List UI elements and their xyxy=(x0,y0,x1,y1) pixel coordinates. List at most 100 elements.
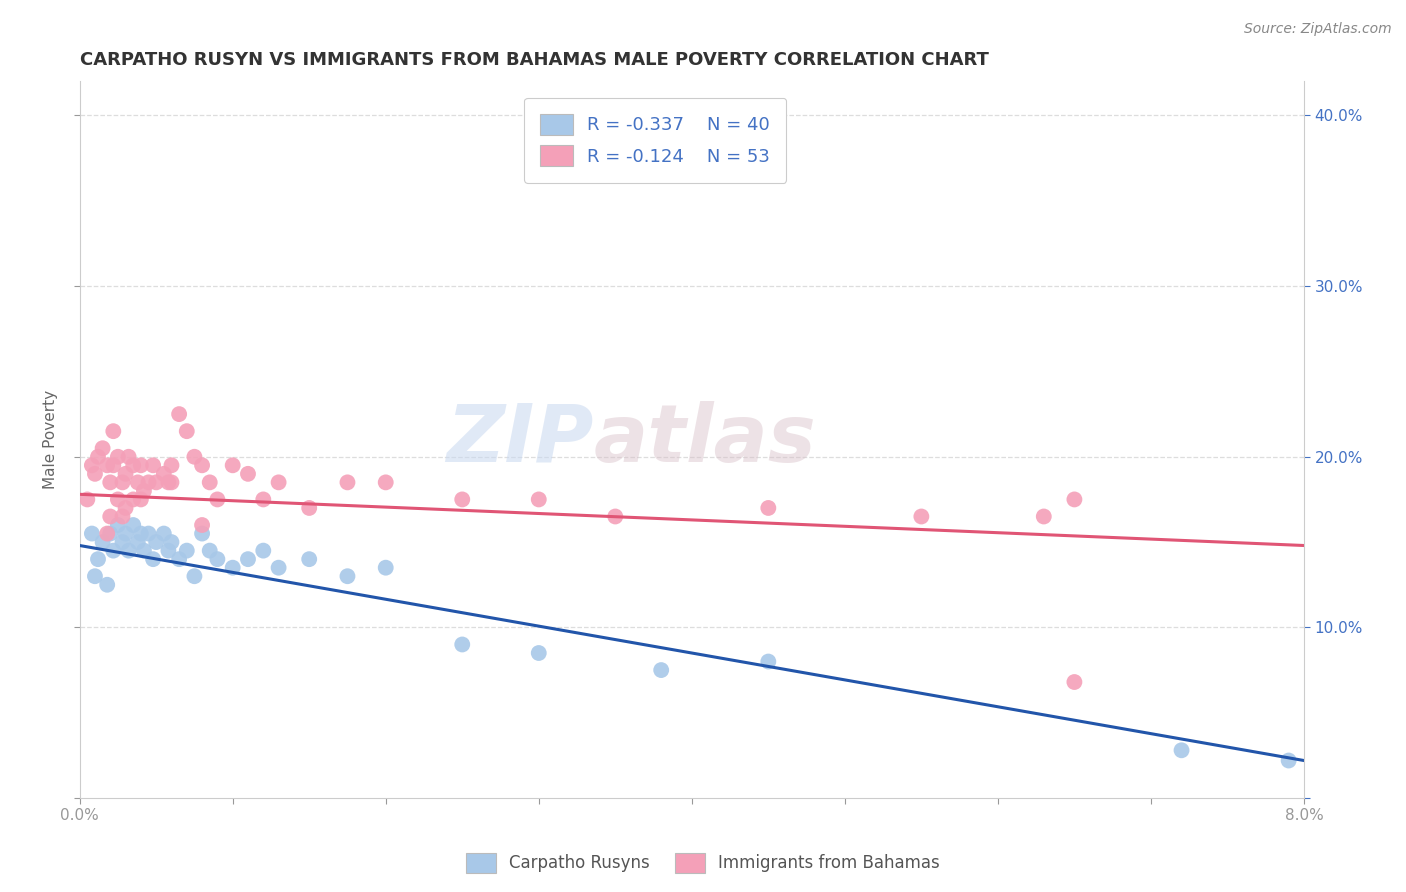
Point xyxy=(167,407,190,421)
Point xyxy=(138,475,160,490)
Point xyxy=(1278,754,1301,768)
Point xyxy=(142,552,165,566)
Point xyxy=(84,467,107,481)
Text: ZIP: ZIP xyxy=(447,401,593,479)
Point xyxy=(336,569,359,583)
Point xyxy=(98,526,121,541)
Point xyxy=(650,663,672,677)
Text: Source: ZipAtlas.com: Source: ZipAtlas.com xyxy=(1244,22,1392,37)
Point xyxy=(111,535,134,549)
Point xyxy=(157,543,180,558)
Point xyxy=(98,509,121,524)
Point xyxy=(103,458,125,473)
Point xyxy=(298,552,321,566)
Legend: R = -0.337    N = 40, R = -0.124    N = 53: R = -0.337 N = 40, R = -0.124 N = 53 xyxy=(524,97,786,183)
Point xyxy=(111,509,134,524)
Point xyxy=(1032,509,1054,524)
Point xyxy=(160,458,183,473)
Point xyxy=(114,500,136,515)
Point xyxy=(207,552,229,566)
Y-axis label: Male Poverty: Male Poverty xyxy=(44,390,58,490)
Point xyxy=(76,492,98,507)
Point xyxy=(191,526,214,541)
Point xyxy=(252,492,274,507)
Text: atlas: atlas xyxy=(593,401,817,479)
Point xyxy=(157,475,180,490)
Point xyxy=(336,475,359,490)
Point xyxy=(374,475,396,490)
Point xyxy=(122,492,145,507)
Point xyxy=(114,526,136,541)
Point xyxy=(80,526,103,541)
Point xyxy=(236,552,259,566)
Point xyxy=(527,492,550,507)
Point xyxy=(183,450,205,464)
Point xyxy=(80,458,103,473)
Point xyxy=(138,526,160,541)
Point xyxy=(605,509,627,524)
Point xyxy=(132,483,155,498)
Point xyxy=(1170,743,1192,757)
Point xyxy=(167,552,190,566)
Point xyxy=(183,569,205,583)
Point xyxy=(91,442,114,456)
Point xyxy=(145,475,167,490)
Point xyxy=(153,526,176,541)
Point xyxy=(103,424,125,438)
Point xyxy=(198,543,221,558)
Point xyxy=(1063,492,1085,507)
Point xyxy=(198,475,221,490)
Point xyxy=(122,518,145,533)
Point xyxy=(114,467,136,481)
Point xyxy=(98,475,121,490)
Point xyxy=(127,475,149,490)
Point xyxy=(756,655,779,669)
Point xyxy=(107,518,129,533)
Point xyxy=(96,578,118,592)
Legend: Carpatho Rusyns, Immigrants from Bahamas: Carpatho Rusyns, Immigrants from Bahamas xyxy=(460,847,946,880)
Point xyxy=(96,526,118,541)
Point xyxy=(129,492,152,507)
Point xyxy=(91,535,114,549)
Point xyxy=(87,450,110,464)
Point xyxy=(451,638,474,652)
Point xyxy=(1063,675,1085,690)
Point xyxy=(191,518,214,533)
Point xyxy=(142,458,165,473)
Point xyxy=(96,458,118,473)
Point xyxy=(267,475,290,490)
Point xyxy=(267,560,290,574)
Point xyxy=(117,450,139,464)
Point xyxy=(298,500,321,515)
Point xyxy=(176,424,198,438)
Point xyxy=(132,543,155,558)
Point xyxy=(221,560,243,574)
Point xyxy=(160,475,183,490)
Point xyxy=(145,535,167,549)
Point xyxy=(910,509,932,524)
Point xyxy=(107,450,129,464)
Point xyxy=(122,458,145,473)
Point xyxy=(756,500,779,515)
Point xyxy=(236,467,259,481)
Point xyxy=(129,526,152,541)
Point xyxy=(252,543,274,558)
Point xyxy=(111,475,134,490)
Point xyxy=(191,458,214,473)
Point xyxy=(207,492,229,507)
Point xyxy=(451,492,474,507)
Point xyxy=(374,560,396,574)
Point xyxy=(103,543,125,558)
Point xyxy=(117,543,139,558)
Text: CARPATHO RUSYN VS IMMIGRANTS FROM BAHAMAS MALE POVERTY CORRELATION CHART: CARPATHO RUSYN VS IMMIGRANTS FROM BAHAMA… xyxy=(80,51,988,69)
Point xyxy=(176,543,198,558)
Point xyxy=(127,535,149,549)
Point xyxy=(87,552,110,566)
Point xyxy=(107,492,129,507)
Point xyxy=(129,458,152,473)
Point xyxy=(527,646,550,660)
Point xyxy=(153,467,176,481)
Point xyxy=(221,458,243,473)
Point xyxy=(160,535,183,549)
Point xyxy=(84,569,107,583)
